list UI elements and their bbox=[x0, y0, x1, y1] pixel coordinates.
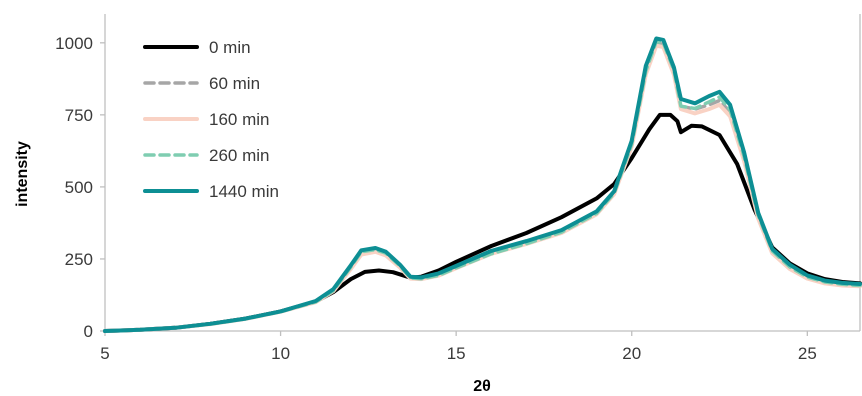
legend: 0 min 60 min 160 min 260 min 1440 min bbox=[143, 38, 279, 201]
legend-label-3: 160 min bbox=[209, 110, 269, 129]
series-lines bbox=[103, 36, 862, 333]
series-line-5 bbox=[103, 36, 862, 333]
legend-label-1: 0 min bbox=[209, 38, 251, 57]
x-tick-label: 10 bbox=[271, 344, 290, 363]
legend-label-4: 260 min bbox=[209, 146, 269, 165]
y-tick-label: 750 bbox=[65, 106, 93, 125]
axes bbox=[104, 14, 861, 332]
x-tick-label: 5 bbox=[100, 344, 109, 363]
x-tick-label: 25 bbox=[798, 344, 817, 363]
y-tick-label: 1000 bbox=[55, 34, 93, 53]
legend-label-2: 60 min bbox=[209, 74, 260, 93]
y-tick-label: 250 bbox=[65, 250, 93, 269]
legend-label-5: 1440 min bbox=[209, 182, 279, 201]
ticks: 0 250 500 750 1000 5 10 15 20 25 bbox=[55, 34, 817, 363]
x-axis-title: 2θ bbox=[473, 378, 491, 395]
x-tick-label: 20 bbox=[622, 344, 641, 363]
x-tick-label: 15 bbox=[447, 344, 466, 363]
y-tick-label: 0 bbox=[84, 322, 93, 341]
y-axis-title: intensity bbox=[14, 141, 31, 207]
y-tick-label: 500 bbox=[65, 178, 93, 197]
